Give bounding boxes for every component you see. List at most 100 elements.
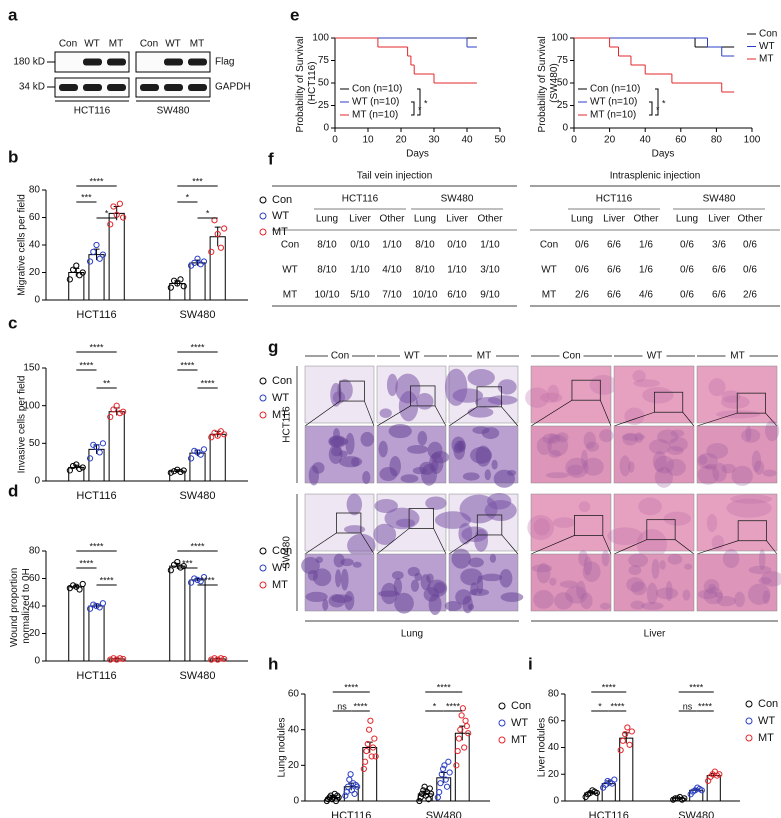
table-cell: 3/6: [712, 240, 726, 251]
data-point: [86, 455, 94, 462]
legend-marker: [745, 734, 753, 742]
y-tick-label: 0: [293, 796, 299, 807]
marker-label: 34 kD: [19, 82, 45, 93]
zoom-line: [682, 412, 695, 427]
data-point: [421, 783, 428, 790]
table-cell: 0/6: [743, 265, 757, 276]
tissue-texture: [525, 387, 550, 408]
tissue-texture: [426, 573, 434, 583]
tissue-texture: [721, 463, 736, 474]
significance-label: ****: [190, 541, 205, 551]
data-point: [624, 724, 631, 731]
data-point: [453, 762, 460, 769]
tissue-texture: [758, 577, 772, 585]
tissue-texture: [468, 557, 484, 568]
table-cell: 6/6: [607, 265, 621, 276]
panel-label: i: [528, 654, 533, 673]
legend-marker: [259, 547, 267, 555]
data-point: [194, 255, 201, 262]
tissue-texture: [389, 455, 401, 477]
tissue-texture: [641, 602, 664, 610]
tissue-texture: [669, 437, 688, 452]
table-cell: 3/10: [480, 265, 500, 276]
x-tick-label: SW480: [678, 810, 714, 818]
blot-band: [188, 84, 207, 91]
tissue-texture: [582, 561, 601, 583]
zoom-line: [360, 532, 375, 555]
table-cell: 10/10: [314, 290, 339, 301]
x-tick-label: 60: [675, 135, 687, 146]
legend-label: WT: [758, 715, 775, 727]
tissue-texture: [665, 458, 686, 476]
data-point: [354, 783, 361, 790]
data-point: [69, 266, 77, 273]
bar: [68, 586, 85, 662]
tissue-texture: [762, 469, 777, 477]
significance-label: ****: [610, 701, 625, 711]
data-point: [428, 790, 435, 797]
panel-label: a: [8, 5, 18, 24]
data-point: [463, 723, 470, 730]
data-point: [79, 580, 86, 588]
legend-marker: [498, 719, 506, 727]
tissue-texture: [352, 561, 362, 568]
tissue-texture: [621, 433, 646, 441]
data-point: [187, 579, 195, 586]
table-row-label: MT: [542, 290, 556, 301]
data-point: [461, 744, 468, 751]
y-tick-label: 60: [548, 715, 560, 726]
tissue-texture: [652, 451, 667, 472]
significance-label: ns: [683, 701, 693, 711]
tissue-texture: [333, 428, 340, 441]
table-cell: 6/6: [607, 240, 621, 251]
data-point: [73, 461, 80, 468]
tissue-texture: [760, 571, 781, 587]
tissue-texture: [462, 472, 480, 481]
table-column: Liver: [349, 214, 371, 225]
tissue-texture: [345, 432, 355, 455]
data-point: [69, 462, 77, 470]
data-point: [107, 221, 114, 228]
data-point: [96, 449, 103, 456]
significance-label: ****: [79, 360, 94, 370]
table-cell: 8/10: [317, 240, 337, 251]
annotation-label: *: [418, 105, 422, 115]
x-tick-label: 50: [494, 135, 506, 146]
table-cell: 0/6: [743, 240, 757, 251]
y-tick-label: 20: [29, 628, 41, 639]
data-point: [170, 468, 178, 475]
y-axis-title: Wound proportion normalized to 0H: [9, 565, 32, 647]
data-point: [221, 655, 228, 663]
tissue-texture: [301, 556, 320, 575]
data-point: [116, 655, 124, 662]
tissue-texture: [651, 558, 660, 579]
panel-label: f: [268, 149, 274, 168]
tissue-texture: [497, 379, 517, 395]
tissue-texture: [751, 450, 762, 472]
panel-label: e: [290, 5, 299, 24]
tissue-texture: [536, 563, 551, 584]
data-point: [73, 262, 80, 269]
zoom-line: [530, 535, 575, 555]
data-point: [120, 214, 127, 221]
tissue-texture: [548, 433, 557, 443]
lane-label: MT: [109, 39, 123, 50]
tissue-texture: [307, 570, 318, 581]
tissue-texture: [576, 580, 586, 600]
data-point: [439, 765, 447, 773]
zoom-line: [696, 540, 739, 555]
data-point: [458, 712, 465, 719]
zoom-line: [530, 399, 573, 427]
legend-marker: [745, 717, 753, 725]
table-column: Other: [737, 214, 763, 225]
legend-marker: [498, 702, 506, 710]
data-point: [116, 410, 124, 417]
tissue-texture: [585, 441, 599, 452]
x-tick-label: 0: [571, 135, 577, 146]
zoom-box: [408, 508, 434, 529]
zoom-line: [304, 532, 337, 555]
significance-label: ****: [79, 558, 94, 568]
tissue-texture: [536, 436, 552, 456]
histology-tissue-label: Lung: [401, 629, 423, 640]
y-tick-label: 25: [557, 100, 569, 111]
